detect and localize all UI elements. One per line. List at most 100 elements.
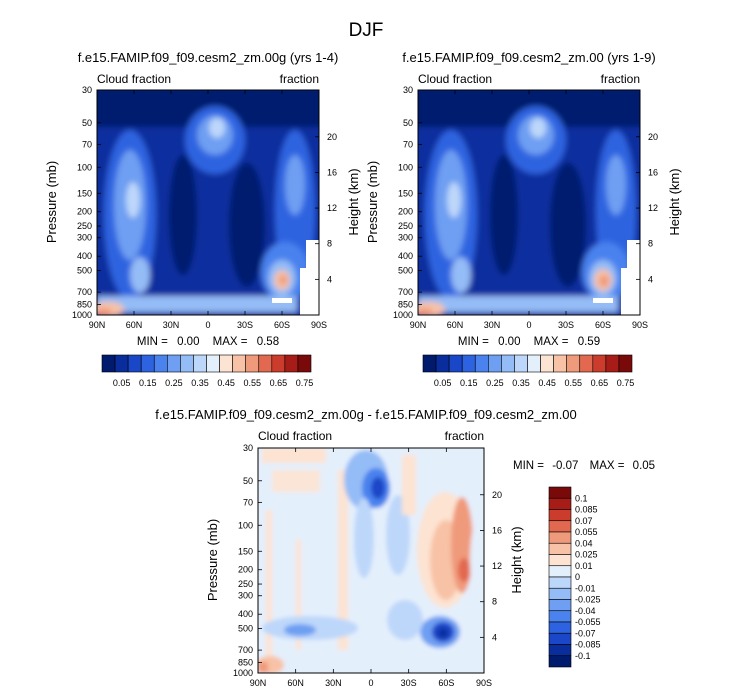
y-tick-label: 250 (238, 579, 253, 589)
x-tick-label: 0 (526, 320, 531, 330)
colorbar-swatch (114, 354, 129, 373)
panel-2-max-value: 0.59 (578, 336, 600, 348)
colorbar-label: -0.1 (575, 651, 591, 661)
y-tick-label: 850 (398, 300, 413, 310)
y2-tick-label: 16 (492, 525, 502, 535)
y-tick-label: 100 (238, 520, 253, 530)
y-tick-label: 300 (77, 233, 92, 243)
colorbar-swatch (284, 354, 299, 373)
colorbar-swatch (488, 354, 502, 373)
panel-2-minmax: MIN = 0.00 MAX = 0.59 (458, 336, 600, 348)
colorbar-swatch (548, 655, 572, 668)
panel-1-y2-label: Height (km) (346, 168, 361, 235)
colorbar-label: 0.45 (217, 378, 235, 388)
panel-2-left-label: Cloud fraction (418, 72, 492, 86)
colorbar-label: 0.55 (243, 378, 261, 388)
y-tick-label: 50 (243, 476, 253, 486)
x-tick-label: 60N (447, 320, 464, 330)
panel-3-y2-label: Height (km) (509, 526, 524, 593)
colorbar-label: 0.085 (575, 505, 598, 515)
y2-tick-label: 8 (648, 239, 653, 249)
y2-tick-label: 16 (327, 167, 337, 177)
colorbar-label: 0.01 (575, 561, 593, 571)
colorbar-swatch (540, 354, 554, 373)
colorbar-swatch (153, 354, 168, 373)
colorbar-swatch (579, 354, 594, 373)
colorbar-swatch (548, 599, 572, 612)
colorbar-label: 0.75 (617, 378, 635, 388)
panel-2: f.e15.FAMIP.f09_f09.cesm2_zm.00 (yrs 1-9… (365, 50, 682, 388)
colorbar-swatch (101, 354, 116, 373)
x-tick-label: 0 (205, 320, 210, 330)
colorbar-swatch (548, 554, 572, 567)
panel-3-right-label: fraction (445, 429, 484, 443)
y-tick-label: 250 (77, 221, 92, 231)
y-tick-label: 700 (77, 287, 92, 297)
colorbar-label: -0.025 (575, 595, 601, 605)
panel-3-y2-axis: 4 8 12 16 20 (480, 490, 502, 642)
colorbar-swatch (245, 354, 260, 373)
colorbar-swatch (501, 354, 515, 373)
colorbar-label: 0.65 (270, 378, 288, 388)
panel-2-heatmap (418, 90, 640, 315)
colorbar-label: 0.35 (191, 378, 209, 388)
colorbar-swatch (548, 610, 572, 623)
colorbar-swatch (548, 576, 572, 589)
y-tick-label: 250 (398, 221, 413, 231)
x-tick-label: 30N (484, 320, 501, 330)
y-tick-label: 300 (398, 233, 413, 243)
panel-3-left-label: Cloud fraction (258, 429, 332, 443)
y-tick-label: 50 (403, 118, 413, 128)
x-tick-label: 30S (401, 678, 417, 688)
y-tick-label: 400 (238, 609, 253, 619)
y-tick-label: 850 (238, 658, 253, 668)
y-tick-label: 50 (82, 118, 92, 128)
x-tick-label: 90S (476, 678, 492, 688)
colorbar-label: -0.07 (575, 628, 596, 638)
y2-tick-label: 12 (648, 203, 658, 213)
panel-1-max-value: 0.58 (257, 336, 279, 348)
colorbar-swatch (206, 354, 220, 373)
panel-1-heatmap (97, 90, 319, 315)
colorbar-swatch (527, 354, 541, 373)
colorbar-swatch (167, 354, 181, 373)
panel-1-minmax: MIN = 0.00 MAX = 0.58 (137, 336, 279, 348)
panel-1-title: f.e15.FAMIP.f09_f09.cesm2_zm.00g (yrs 1-… (78, 50, 339, 65)
panel-3-title: f.e15.FAMIP.f09_f09.cesm2_zm.00g - f.e15… (155, 407, 577, 422)
panel-2-colorbar: 0.05 0.15 0.25 0.35 0.45 0.55 0.65 0.75 (422, 354, 635, 388)
colorbar-swatch (448, 354, 463, 373)
colorbar-swatch (271, 354, 286, 373)
panel-2-y2-label: Height (km) (667, 168, 682, 235)
colorbar-swatch (127, 354, 142, 373)
colorbar-swatch (297, 354, 312, 373)
colorbar-swatch (461, 354, 476, 373)
y2-tick-label: 12 (492, 561, 502, 571)
colorbar-swatch (514, 354, 528, 373)
panel-3-x-axis: 90N 60N 30N 0 30S 60S 90S (250, 448, 492, 688)
y2-tick-label: 16 (648, 167, 658, 177)
colorbar-swatch (548, 509, 572, 522)
colorbar-swatch (618, 354, 633, 373)
x-tick-label: 60N (287, 678, 304, 688)
colorbar-label: 0.025 (575, 550, 598, 560)
panel-2-right-label: fraction (601, 72, 640, 86)
y-tick-label: 700 (238, 645, 253, 655)
colorbar-swatch (193, 354, 207, 373)
colorbar-label: -0.04 (575, 606, 596, 616)
colorbar-swatch (548, 520, 572, 533)
panel-1-left-label: Cloud fraction (97, 72, 171, 86)
y2-tick-label: 4 (327, 274, 332, 284)
y-tick-label: 100 (77, 162, 92, 172)
colorbar-swatch (548, 486, 572, 499)
colorbar-label: 0.15 (139, 378, 157, 388)
colorbar-swatch (566, 354, 581, 373)
colorbar-swatch (548, 632, 572, 645)
y-tick-label: 30 (243, 443, 253, 453)
x-tick-label: 90N (410, 320, 427, 330)
y2-tick-label: 4 (648, 274, 653, 284)
panel-1-right-label: fraction (280, 72, 319, 86)
